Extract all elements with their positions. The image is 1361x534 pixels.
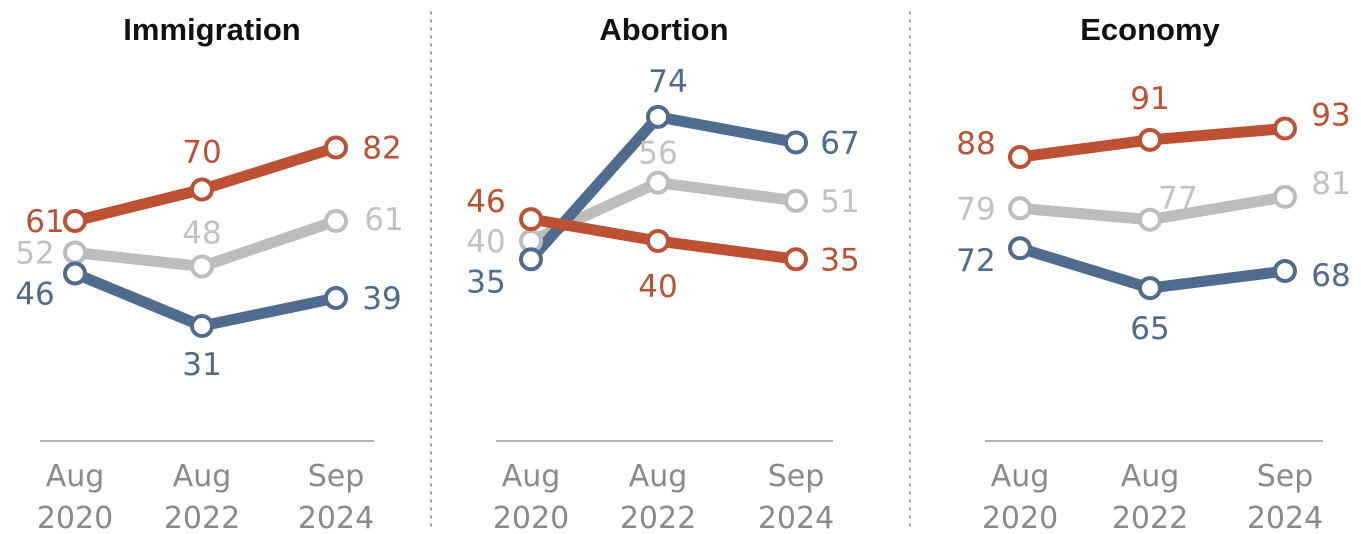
point-immigration-gray-1 — [63, 240, 87, 265]
point-abortion-gray-3 — [784, 188, 808, 213]
data-label-immigration-red-2: 70 — [182, 135, 221, 171]
tick-label-abortion-2: Aug 2022 — [620, 459, 696, 534]
tick-label-economy-3: Sep 2024 — [1247, 459, 1323, 534]
point-abortion-gray-2 — [646, 170, 670, 195]
data-label-abortion-gray-3: 51 — [820, 184, 859, 220]
point-abortion-blue-2 — [646, 104, 670, 129]
point-immigration-red-3 — [324, 135, 348, 160]
point-economy-red-3 — [1273, 116, 1297, 141]
data-label-economy-blue-2: 65 — [1130, 311, 1169, 347]
data-label-abortion-gray-1: 40 — [466, 224, 505, 260]
data-label-immigration-blue-3: 39 — [362, 281, 401, 317]
panel-title-immigration: Immigration — [123, 12, 300, 47]
tick-label-immigration-2: Aug 2022 — [164, 459, 240, 534]
point-immigration-gray-2 — [190, 254, 214, 279]
tick-label-economy-1: Aug 2020 — [982, 459, 1058, 534]
data-label-economy-gray-1: 79 — [956, 191, 995, 227]
data-label-abortion-red-2: 40 — [638, 269, 677, 305]
point-immigration-gray-3 — [324, 209, 348, 233]
data-label-immigration-gray-2: 48 — [182, 216, 221, 252]
point-economy-gray-3 — [1273, 184, 1297, 209]
tick-label-economy-2: Aug 2022 — [1112, 459, 1188, 534]
data-label-immigration-blue-2: 31 — [182, 347, 221, 383]
data-label-immigration-red-3: 82 — [362, 131, 401, 167]
point-economy-blue-1 — [1008, 236, 1032, 261]
point-abortion-red-1 — [519, 207, 543, 232]
point-abortion-blue-1 — [519, 247, 543, 272]
data-label-economy-red-1: 88 — [956, 126, 995, 162]
point-immigration-blue-3 — [324, 286, 348, 310]
point-abortion-blue-3 — [784, 130, 808, 155]
data-label-abortion-red-3: 35 — [820, 242, 859, 278]
data-label-economy-gray-3: 81 — [1311, 166, 1350, 202]
tick-label-immigration-1: Aug 2020 — [37, 459, 113, 534]
panel-title-abortion: Abortion — [599, 12, 728, 47]
point-economy-blue-3 — [1273, 259, 1297, 283]
tick-label-abortion-3: Sep 2024 — [758, 459, 834, 534]
point-economy-blue-2 — [1138, 276, 1162, 301]
point-economy-gray-2 — [1138, 207, 1162, 232]
data-label-immigration-red-1: 61 — [25, 204, 64, 240]
point-immigration-blue-1 — [63, 261, 87, 286]
data-label-abortion-blue-1: 35 — [466, 264, 505, 300]
point-abortion-red-2 — [646, 229, 670, 253]
tick-label-immigration-3: Sep 2024 — [298, 459, 374, 534]
data-label-economy-red-3: 93 — [1311, 98, 1350, 134]
data-label-immigration-gray-1: 52 — [15, 236, 54, 272]
tick-label-abortion-1: Aug 2020 — [493, 459, 569, 534]
data-label-abortion-red-1: 46 — [466, 184, 505, 220]
data-label-economy-blue-3: 68 — [1311, 258, 1350, 294]
panel-title-economy: Economy — [1080, 12, 1220, 47]
point-economy-gray-1 — [1008, 196, 1032, 221]
point-economy-red-2 — [1138, 127, 1162, 152]
data-label-abortion-blue-2: 74 — [648, 64, 687, 100]
point-abortion-red-3 — [784, 247, 808, 272]
data-label-immigration-blue-1: 46 — [15, 277, 54, 313]
point-immigration-blue-2 — [190, 314, 214, 338]
point-economy-red-1 — [1008, 145, 1032, 169]
point-immigration-red-2 — [190, 177, 214, 202]
data-label-economy-red-2: 91 — [1130, 81, 1169, 117]
data-label-economy-blue-1: 72 — [956, 243, 995, 279]
point-immigration-red-1 — [63, 209, 87, 233]
data-label-abortion-blue-3: 67 — [820, 125, 859, 161]
data-label-immigration-gray-3: 61 — [364, 202, 403, 238]
data-label-abortion-gray-2: 56 — [638, 136, 677, 172]
data-label-economy-gray-2: 77 — [1158, 181, 1197, 217]
